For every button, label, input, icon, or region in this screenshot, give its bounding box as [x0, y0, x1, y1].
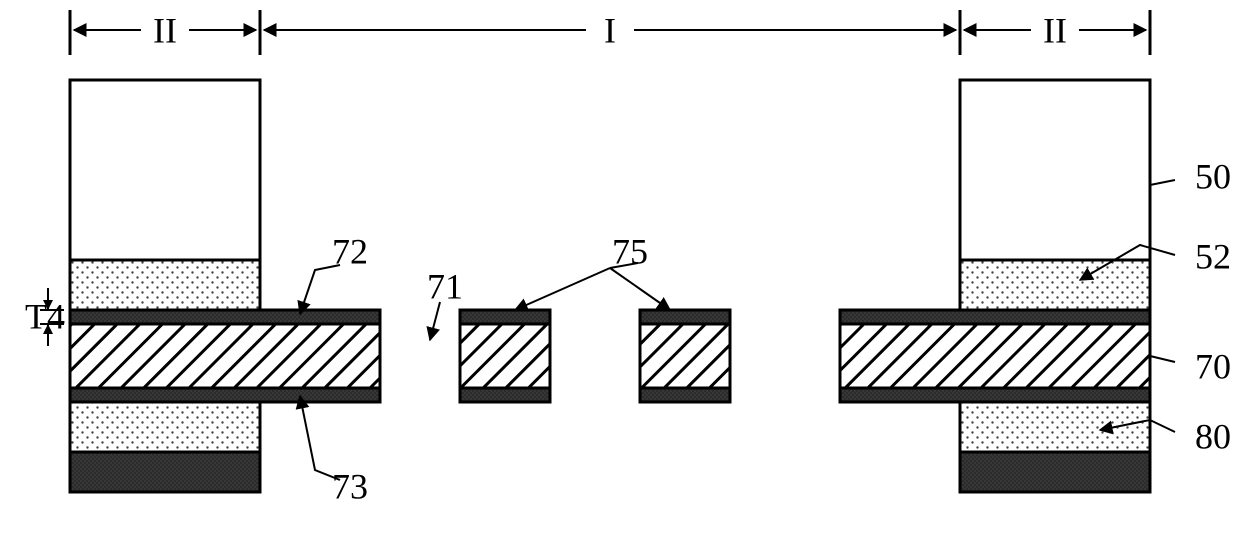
island-70-a [460, 324, 550, 388]
layer-73-left [70, 388, 380, 402]
layer-73-right [840, 388, 1150, 402]
island-72-b [640, 310, 730, 324]
baseplate-right [960, 452, 1150, 492]
layer-80-right [960, 402, 1150, 452]
leader-75b [610, 268, 670, 310]
leader-72 [300, 265, 340, 314]
layer-70-left [70, 324, 380, 388]
label-73: 73 [332, 466, 368, 506]
label-80: 80 [1195, 416, 1231, 456]
island-72-a [460, 310, 550, 324]
label-52: 52 [1195, 236, 1231, 276]
layer-52-right [960, 260, 1150, 310]
label-50: 50 [1195, 156, 1231, 196]
layer-80-left [70, 402, 260, 452]
box-50-right [960, 80, 1150, 260]
region-I-label: I [604, 10, 616, 50]
leader-75a [515, 268, 610, 310]
box-50-left [70, 80, 260, 260]
label-72: 72 [332, 231, 368, 271]
layer-70-right [840, 324, 1150, 388]
label-75: 75 [612, 231, 648, 271]
island-73-b [640, 388, 730, 402]
region-II-right-label: II [1043, 10, 1067, 50]
layer-52-left [70, 260, 260, 310]
label-71: 71 [427, 266, 463, 306]
layer-72-left [70, 310, 380, 324]
t4-label: T4 [25, 296, 65, 336]
island-70-b [640, 324, 730, 388]
leader-70 [1150, 356, 1175, 362]
region-II-left-label: II [153, 10, 177, 50]
label-70: 70 [1195, 346, 1231, 386]
leader-71 [430, 302, 440, 340]
leader-50 [1150, 180, 1175, 185]
layer-72-right [840, 310, 1150, 324]
baseplate-left [70, 452, 260, 492]
island-73-a [460, 388, 550, 402]
